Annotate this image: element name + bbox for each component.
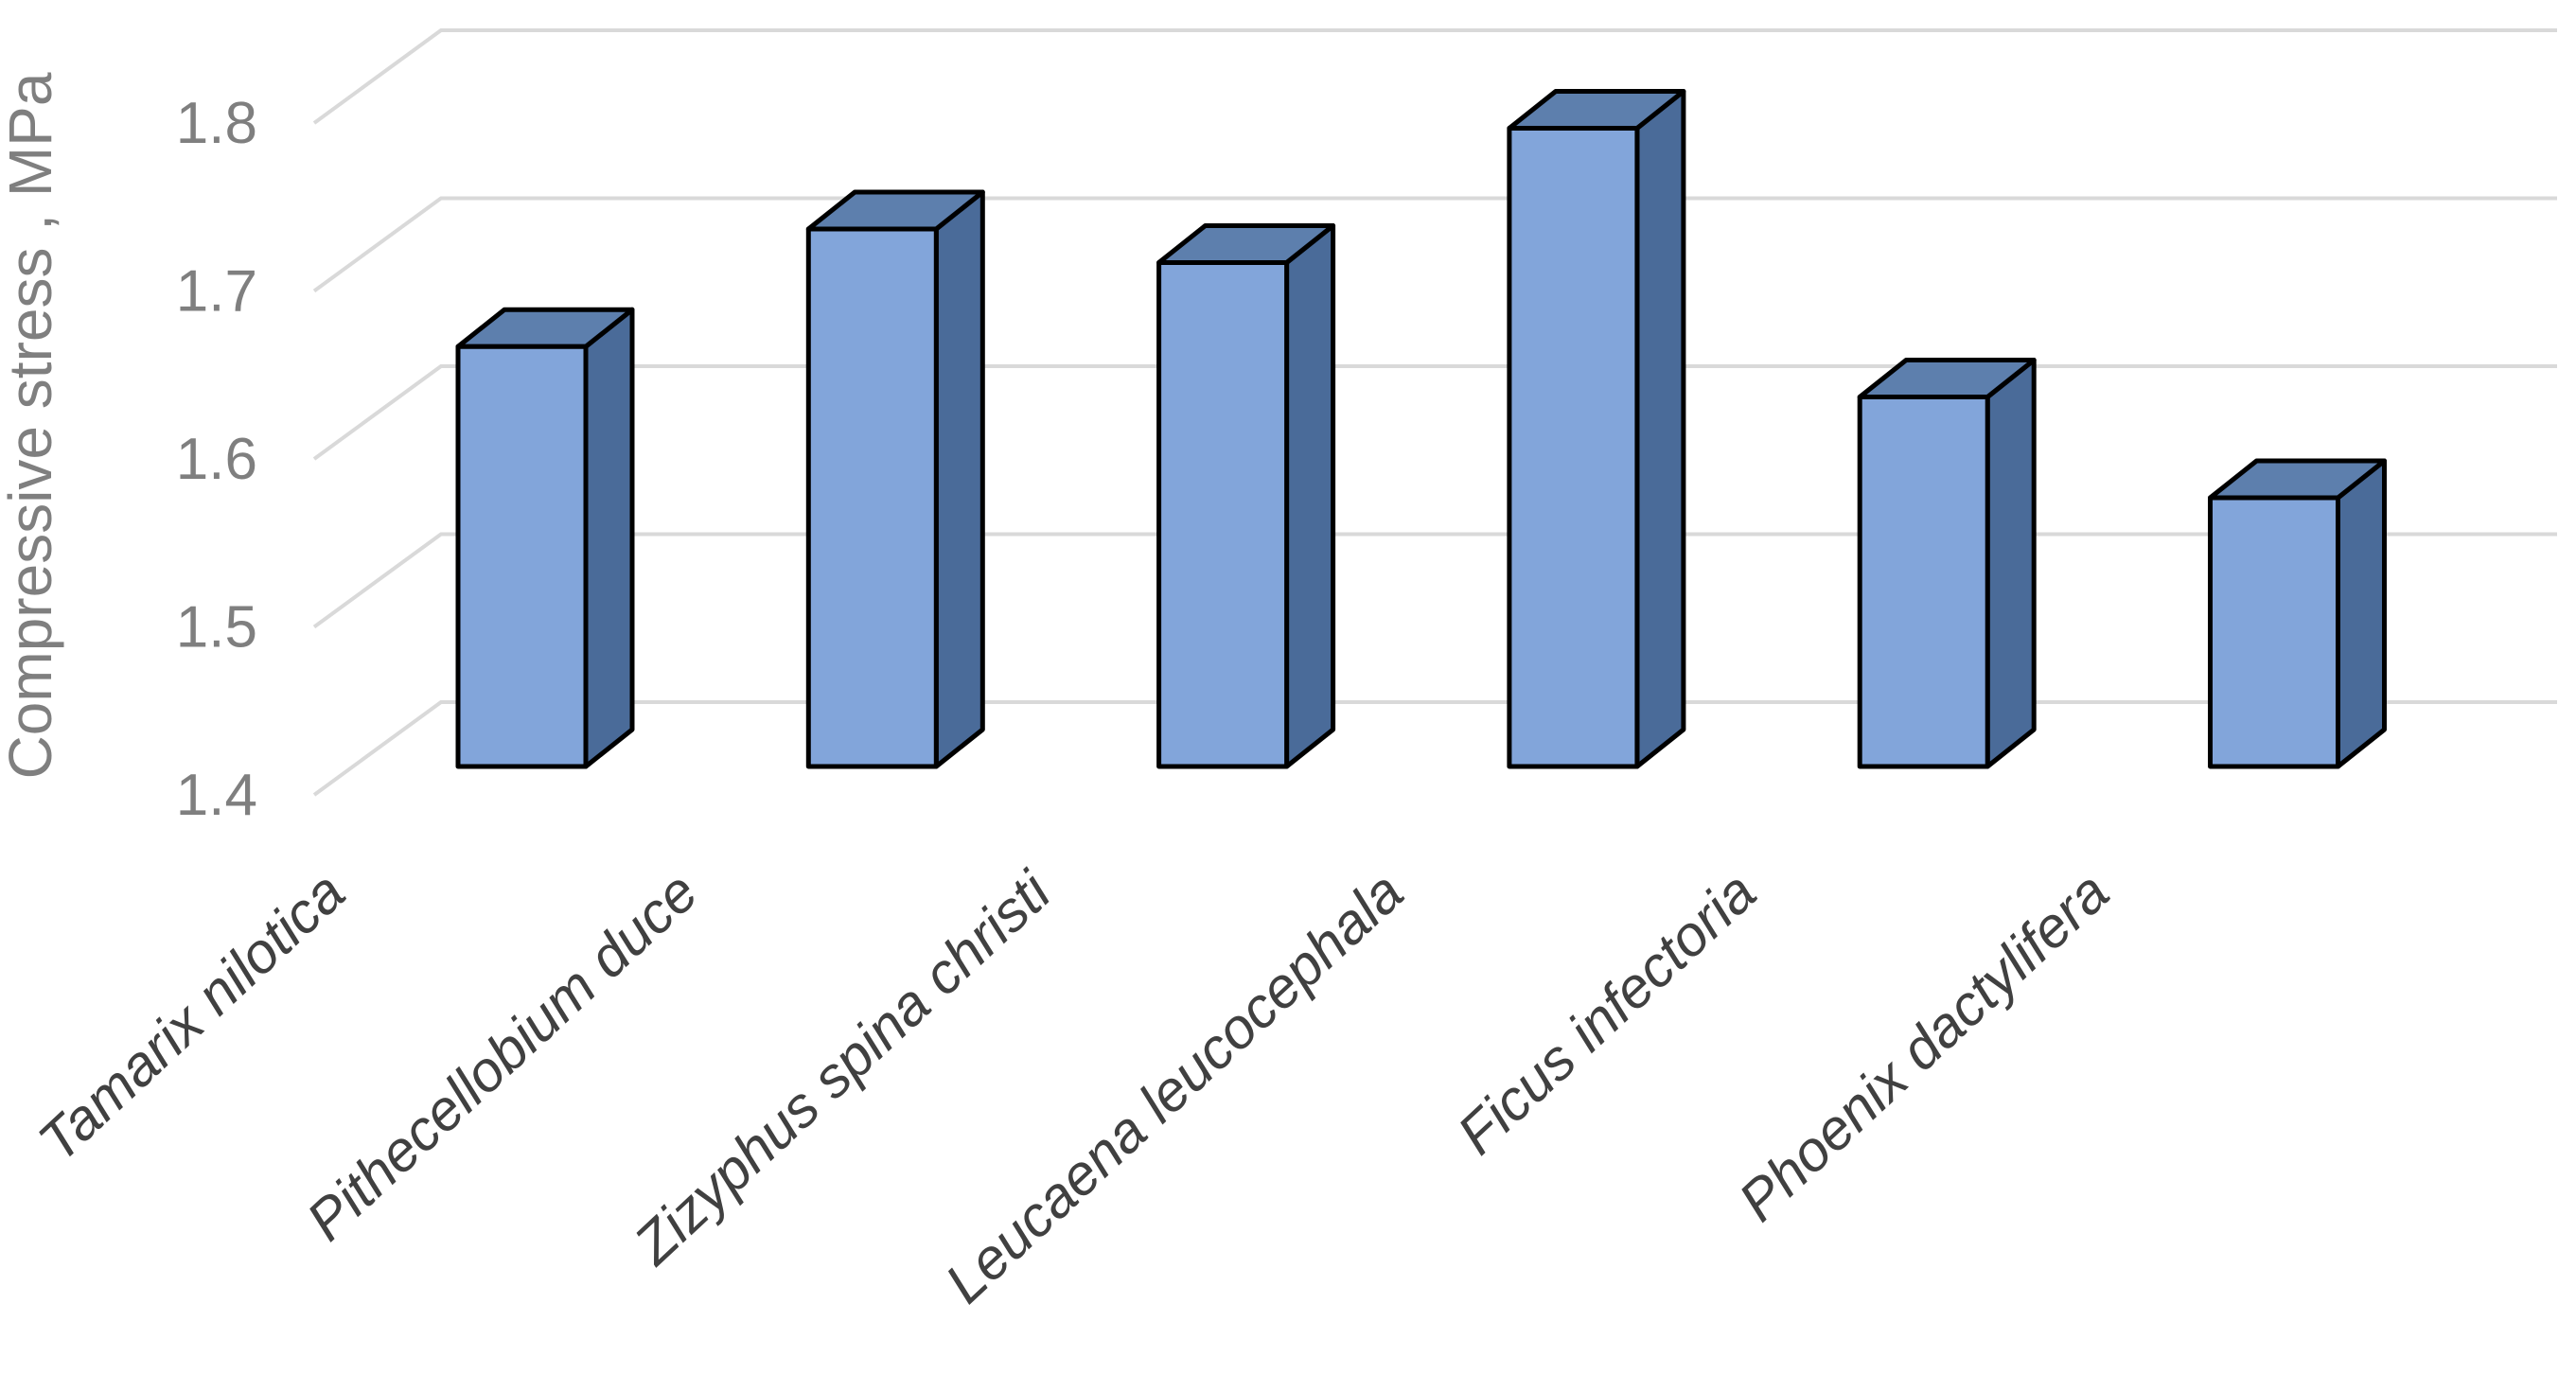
gridline <box>312 532 2557 629</box>
x-category-label: Phoenix dactylifera <box>1726 860 2120 1234</box>
bar-front-face <box>2208 495 2340 769</box>
bar-front-face <box>1156 260 1290 769</box>
bar-3d <box>1507 89 1686 769</box>
gridline <box>312 364 2557 461</box>
bar-3d <box>2208 458 2387 769</box>
y-axis-tick-labels: 1.8 1.7 1.6 1.5 1.4 <box>176 91 257 828</box>
bars-layer <box>455 89 2387 769</box>
y-tick-label: 1.7 <box>176 259 257 325</box>
x-category-label: Tamarix nilotica <box>26 860 357 1174</box>
gridline <box>312 700 2557 797</box>
bar-front-face <box>455 344 589 769</box>
gridline <box>312 196 2557 293</box>
bar-side-face <box>933 189 985 769</box>
bar-side-face <box>2336 458 2387 769</box>
y-tick-label: 1.5 <box>176 595 257 661</box>
bar-side-face <box>1985 358 2037 769</box>
bar-side-face <box>1634 89 1686 769</box>
bar-3d <box>455 307 635 769</box>
bar-side-face <box>583 307 635 769</box>
bar-side-face <box>1284 223 1336 769</box>
gridlines-layer <box>312 28 2557 797</box>
x-category-label: Pithecellobium duce <box>294 860 709 1253</box>
y-tick-label: 1.6 <box>176 427 257 492</box>
bar-front-face <box>1857 395 1990 769</box>
x-category-label: Ficus infectoria <box>1445 860 1768 1167</box>
bar-3d <box>1156 223 1336 769</box>
y-axis-title: Compressive stress , MPa <box>0 72 64 779</box>
gridline <box>312 28 2557 125</box>
bar-front-face <box>805 226 939 769</box>
bar-3d <box>805 189 985 769</box>
y-tick-label: 1.4 <box>176 763 257 828</box>
bar-front-face <box>1507 126 1640 769</box>
bar-3d <box>1857 358 2037 769</box>
y-tick-label: 1.8 <box>176 91 257 156</box>
